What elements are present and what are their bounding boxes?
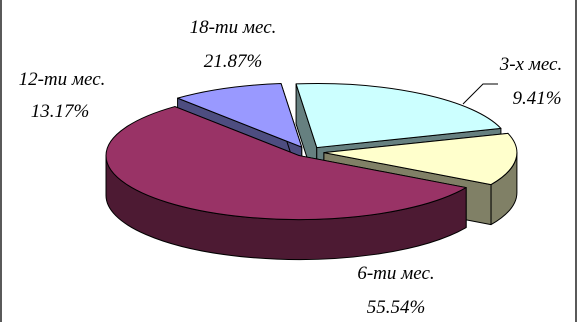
slice-top-6-months xyxy=(105,106,467,221)
slice-value-3-months: 9.41% xyxy=(512,88,561,109)
slice-value-12-months: 13.17% xyxy=(31,101,90,122)
slice-label-3-months: 3-х мес. xyxy=(499,54,563,75)
slice-value-18-months: 21.87% xyxy=(204,51,263,72)
slice-top-18-months xyxy=(295,83,502,149)
slice-label-12-months: 12-ти мес. xyxy=(19,69,106,90)
slice-value-6-months: 55.54% xyxy=(367,297,426,318)
slice-label-6-months: 6-ти мес. xyxy=(357,263,434,284)
slice-6-months xyxy=(105,106,467,261)
pie-labels: 18-ти мес. 21.87% 12-ти мес. 13.17% 3-х … xyxy=(19,17,563,318)
pie-slices xyxy=(105,82,518,261)
slice-label-18-months: 18-ти мес. xyxy=(190,17,277,38)
slice-top-3-months xyxy=(177,82,303,148)
leader-line-3-months xyxy=(462,83,498,105)
slice-top-12-months xyxy=(323,132,518,186)
